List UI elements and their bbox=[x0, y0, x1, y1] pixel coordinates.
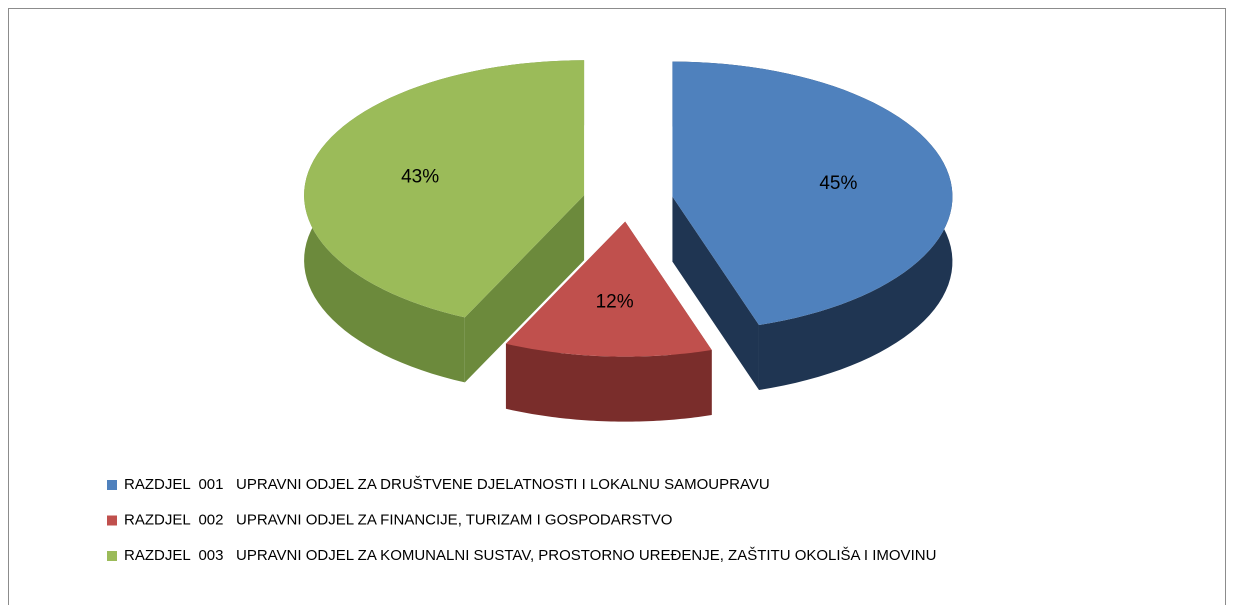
slice bbox=[304, 60, 585, 383]
pie-slice bbox=[304, 60, 585, 318]
legend-swatch bbox=[107, 480, 117, 490]
slice bbox=[505, 221, 712, 422]
legend-label: RAZDJEL 003 UPRAVNI ODJEL ZA KOMUNALNI S… bbox=[124, 547, 936, 564]
slice-wall bbox=[672, 196, 759, 390]
legend-swatch bbox=[107, 551, 117, 561]
pie-slice bbox=[505, 221, 712, 357]
legend-label: RAZDJEL 001 UPRAVNI ODJEL ZA DRUŠTVENE D… bbox=[124, 476, 770, 493]
slice-wall bbox=[464, 195, 585, 383]
data-label: 12% bbox=[596, 292, 634, 313]
data-label: 45% bbox=[819, 173, 857, 194]
pie-slice bbox=[672, 61, 953, 325]
slice bbox=[672, 61, 953, 390]
slice-side bbox=[505, 343, 712, 422]
legend-swatch bbox=[107, 515, 117, 526]
legend-label: RAZDJEL 002 UPRAVNI ODJEL ZA FINANCIJE, … bbox=[124, 511, 672, 528]
data-label: 43% bbox=[401, 167, 439, 188]
